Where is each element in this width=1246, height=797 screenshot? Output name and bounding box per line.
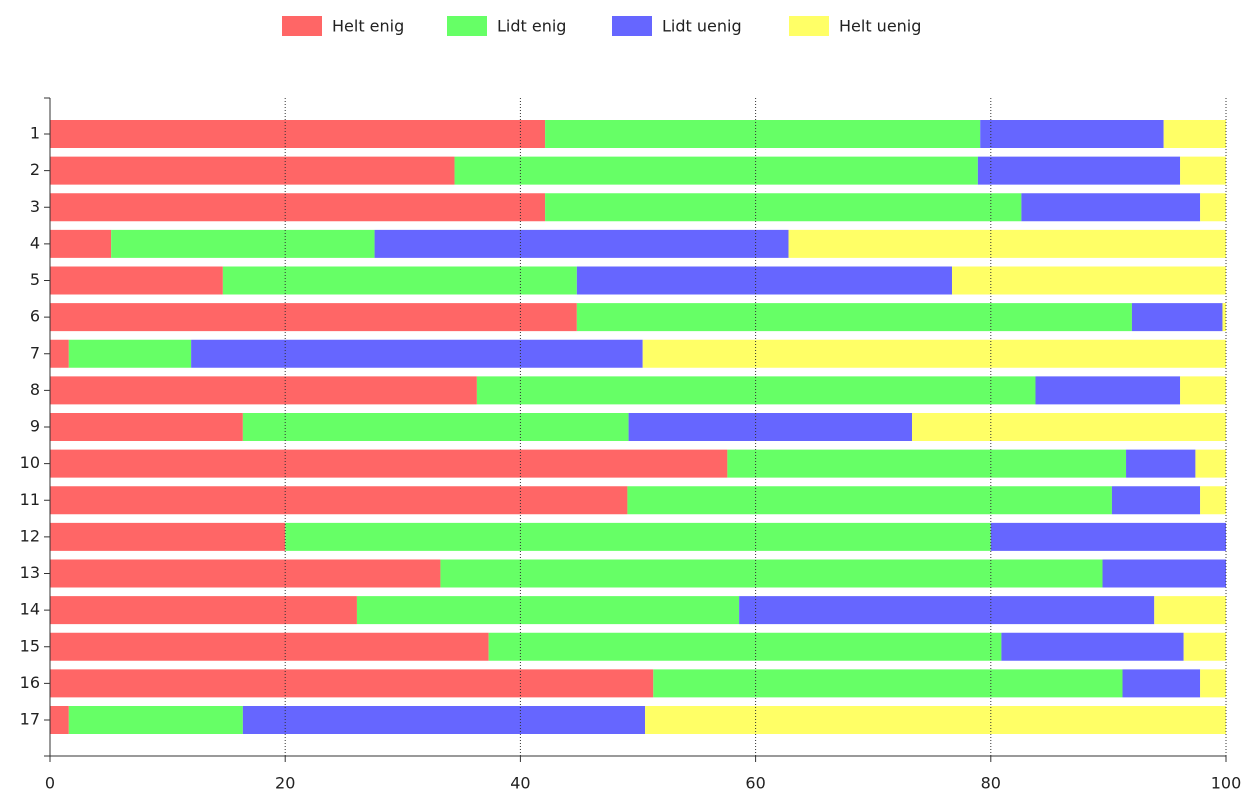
- bar-segment: [191, 339, 643, 368]
- y-tick-label: 15: [20, 636, 40, 655]
- y-tick-label: 11: [20, 490, 40, 509]
- legend-swatch: [447, 16, 487, 36]
- bar-segment: [50, 339, 69, 368]
- x-tick-label: 40: [510, 774, 530, 793]
- bar-segment: [440, 559, 1103, 588]
- bar-segment: [627, 486, 1112, 515]
- bar-segment: [788, 229, 1226, 258]
- legend-label: Lidt enig: [497, 17, 566, 36]
- legend-label: Lidt uenig: [662, 17, 742, 36]
- bar-segment: [739, 596, 1155, 625]
- bar-segment: [454, 156, 978, 185]
- bar-segment: [977, 156, 1181, 185]
- y-tick-label: 10: [20, 453, 40, 472]
- y-tick-label: 8: [30, 380, 40, 399]
- bar-segment: [1131, 303, 1223, 332]
- bar-segment: [476, 376, 1036, 405]
- bar-segment: [912, 413, 1226, 441]
- bar-segment: [1102, 559, 1226, 588]
- bar-segment: [50, 596, 357, 625]
- x-tick-label: 60: [745, 774, 765, 793]
- bar-segment: [356, 596, 740, 625]
- bar-segment: [111, 229, 375, 258]
- bar-segment: [68, 706, 243, 734]
- bar-segment: [1200, 669, 1226, 698]
- bar-segment: [50, 266, 223, 295]
- y-tick-label: 3: [30, 197, 40, 216]
- bar-segment: [980, 120, 1164, 148]
- bar-segment: [222, 266, 577, 295]
- bar-segment: [1183, 632, 1226, 661]
- y-tick-label: 1: [30, 124, 40, 143]
- legend-swatch: [612, 16, 652, 36]
- bar-segment: [50, 522, 286, 551]
- bar-segment: [50, 486, 628, 515]
- bar-segment: [242, 706, 646, 734]
- bar-segment: [1195, 449, 1226, 478]
- bar-segment: [951, 266, 1226, 295]
- bar-segment: [576, 266, 952, 295]
- y-tick-label: 12: [20, 526, 40, 545]
- bar-segment: [488, 632, 1002, 661]
- bar-segment: [50, 303, 577, 332]
- bar-segment: [642, 339, 1226, 368]
- bar-segment: [50, 120, 546, 148]
- y-tick-label: 6: [30, 307, 40, 326]
- bar-segment: [374, 229, 789, 258]
- bar-segment: [1021, 193, 1201, 222]
- y-tick-label: 5: [30, 270, 40, 289]
- y-tick-label: 16: [20, 673, 40, 692]
- bar-segment: [1154, 596, 1226, 625]
- legend-label: Helt uenig: [839, 17, 921, 36]
- legend-swatch: [282, 16, 322, 36]
- y-tick-label: 4: [30, 233, 40, 252]
- bar-segment: [50, 376, 477, 405]
- bar-segment: [1200, 193, 1226, 222]
- bar-segment: [727, 449, 1127, 478]
- y-tick-label: 13: [20, 563, 40, 582]
- bar-segment: [68, 339, 192, 368]
- bar-segment: [1180, 156, 1226, 185]
- bar-segment: [1180, 376, 1226, 405]
- y-tick-label: 9: [30, 417, 40, 436]
- bar-segment: [645, 706, 1226, 734]
- y-tick-label: 7: [30, 343, 40, 362]
- bar-segment: [50, 193, 546, 222]
- bar-segment: [1122, 669, 1201, 698]
- bar-segment: [1111, 486, 1201, 515]
- y-tick-label: 2: [30, 160, 40, 179]
- bar-segment: [50, 229, 112, 258]
- bar-segment: [1126, 449, 1196, 478]
- y-tick-label: 14: [20, 600, 40, 619]
- x-tick-label: 100: [1211, 774, 1242, 793]
- bar-segment: [1001, 632, 1184, 661]
- bar-segment: [1163, 120, 1226, 148]
- bar-segment: [50, 706, 69, 734]
- legend-label: Helt enig: [332, 17, 404, 36]
- bar-segment: [545, 193, 1022, 222]
- bar-segment: [50, 559, 441, 588]
- bar-segment: [285, 522, 991, 551]
- bar-segment: [242, 413, 629, 441]
- y-tick-label: 17: [20, 710, 40, 729]
- bar-segment: [628, 413, 913, 441]
- bar-segment: [576, 303, 1132, 332]
- bar-segment: [1222, 303, 1226, 332]
- bar-segment: [1200, 486, 1226, 515]
- bar-segment: [50, 413, 243, 441]
- x-tick-label: 0: [45, 774, 55, 793]
- bar-segment: [653, 669, 1123, 698]
- bar-segment: [990, 522, 1226, 551]
- bar-segment: [50, 449, 728, 478]
- x-tick-label: 20: [275, 774, 295, 793]
- bar-segment: [50, 156, 455, 185]
- bar-segment: [50, 632, 489, 661]
- legend-swatch: [789, 16, 829, 36]
- bar-segment: [545, 120, 981, 148]
- bar-segment: [50, 669, 654, 698]
- x-tick-label: 80: [981, 774, 1001, 793]
- bar-segment: [1035, 376, 1181, 405]
